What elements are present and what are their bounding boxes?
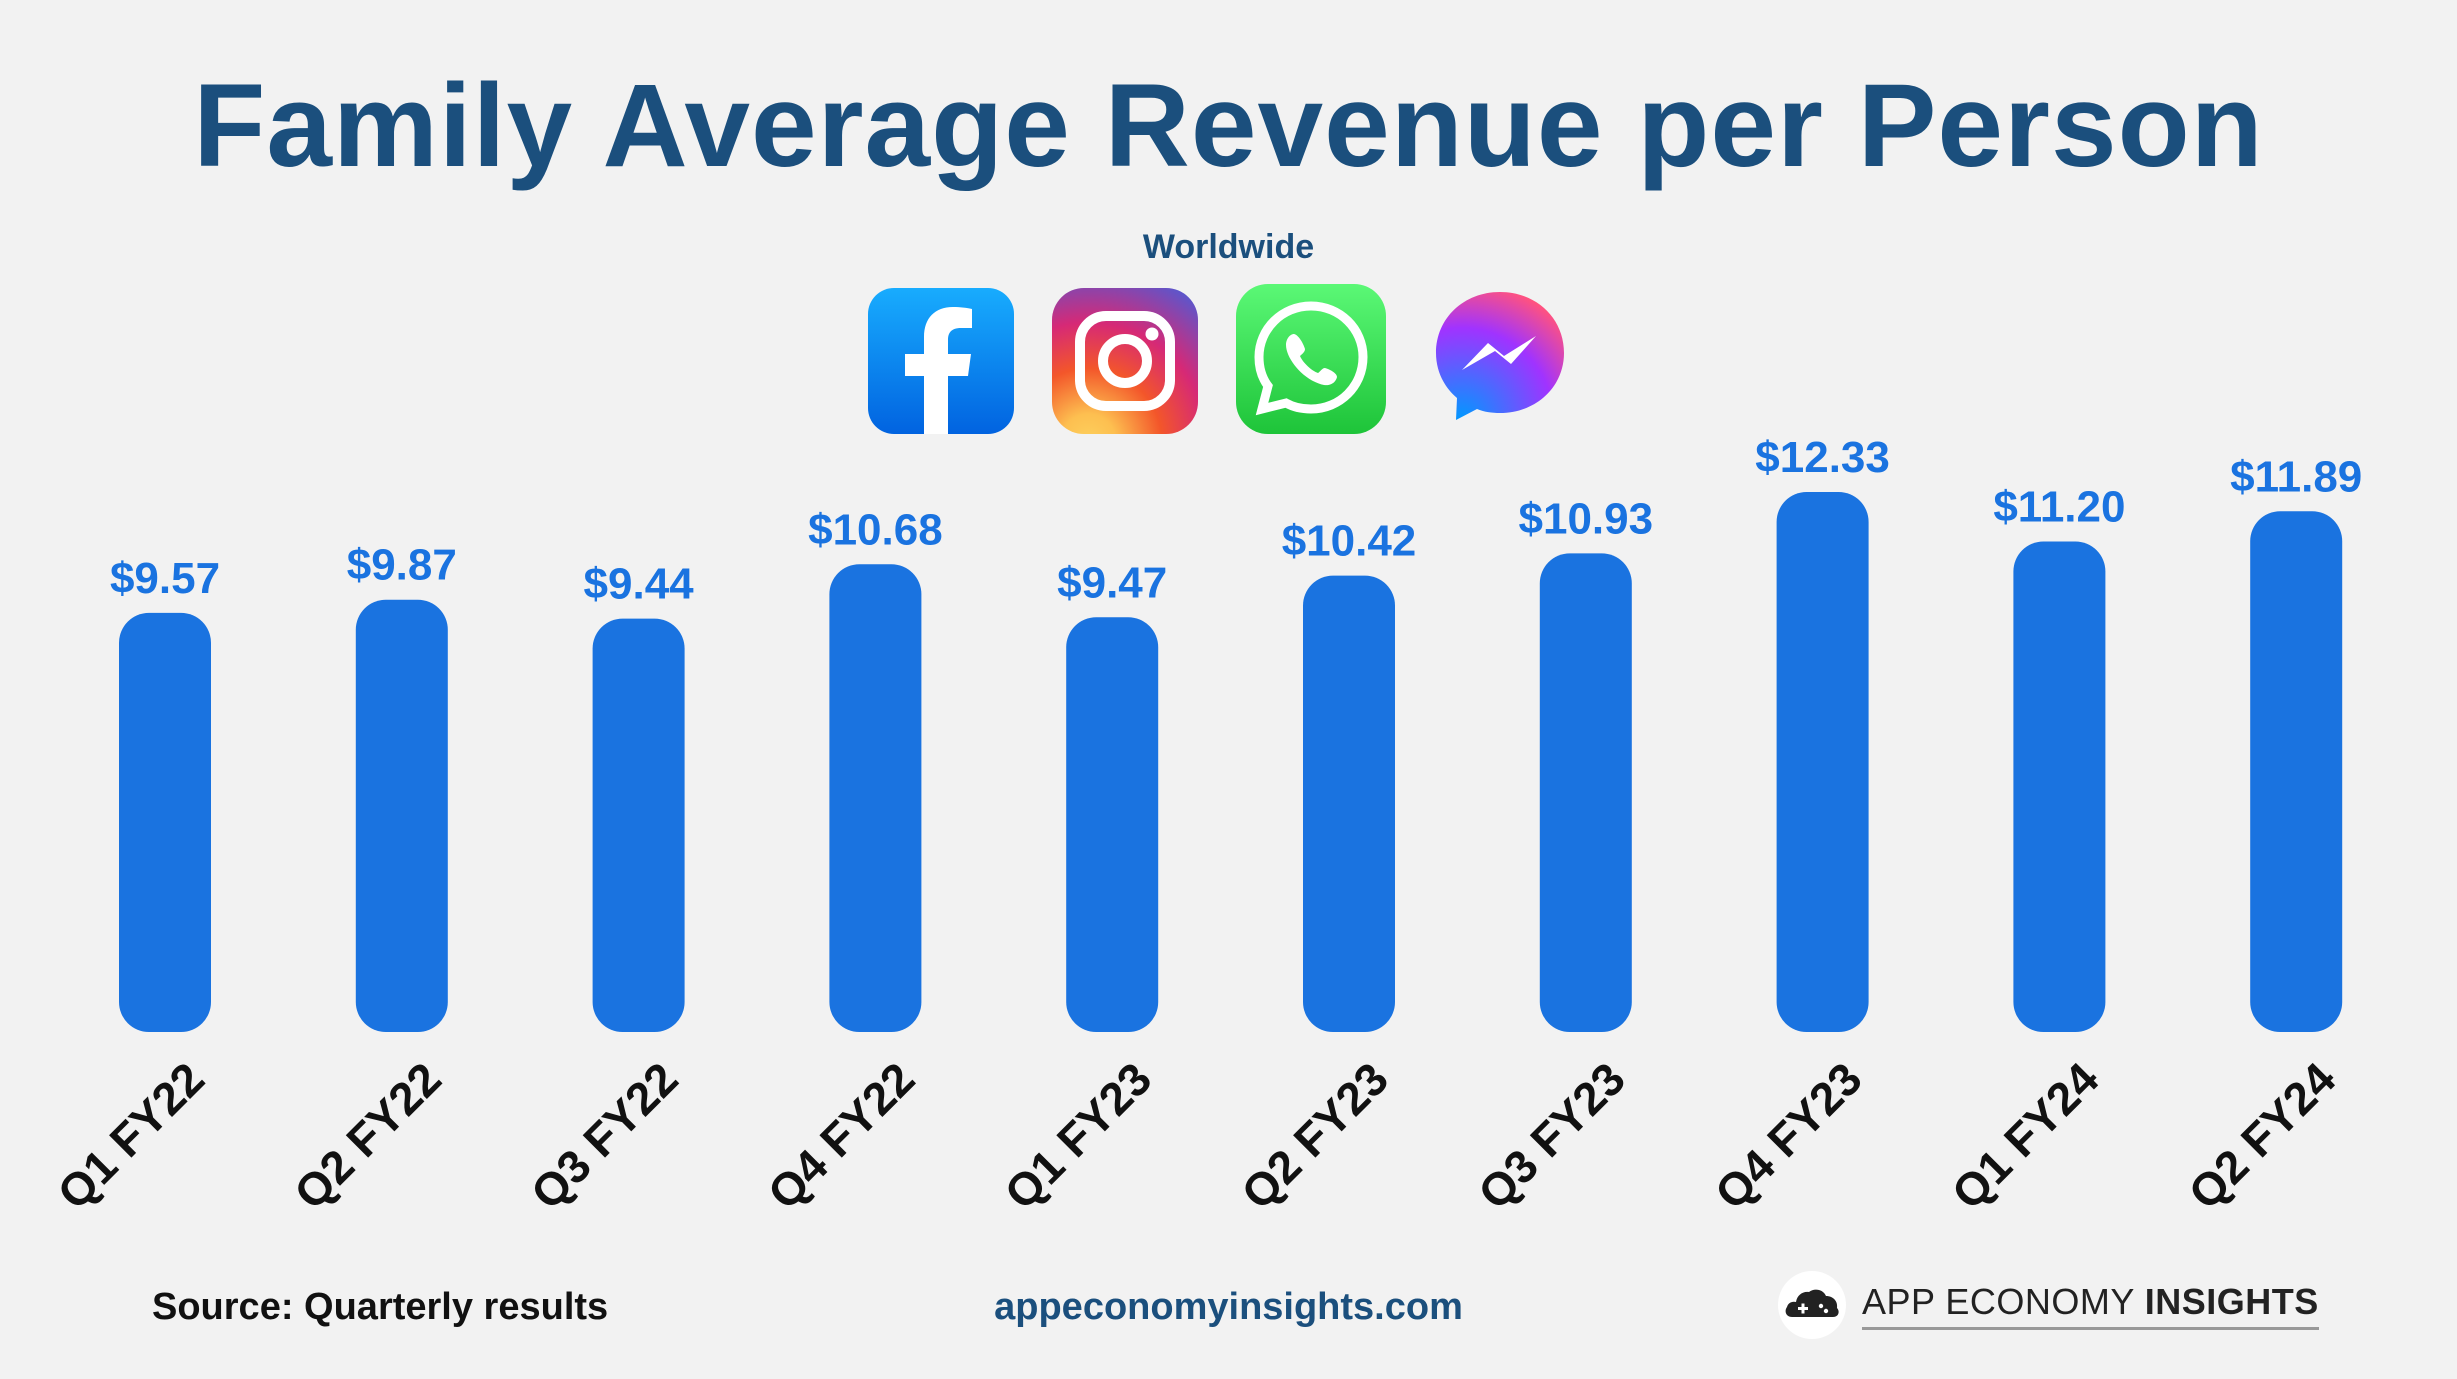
brand-logo-block: APP ECONOMY INSIGHTS [1776,1270,2319,1340]
value-label: $11.89 [2230,452,2362,501]
category-label: Q2 FY23 [1231,1052,1398,1219]
bar-q2-fy24 [2250,511,2343,1032]
messenger-icon [1436,292,1564,420]
chart-title: Family Average Revenue per Person [193,60,2264,192]
website-link: appeconomyinsights.com [994,1286,1463,1328]
instagram-icon [1052,288,1198,434]
bar-chart: $9.57 $9.87 $9.44 $10.68 $9.47 $10.42 $10.93 $1… [47,433,2362,1219]
category-label: Q1 FY22 [47,1052,214,1219]
cloud-controller-icon [1778,1271,1846,1339]
category-label: Q1 FY24 [1942,1052,2109,1219]
bar-q1-fy24 [2013,541,2106,1032]
value-labels-group: $9.57 $9.87 $9.44 $10.68 $9.47 $10.42 $10.93 $1… [110,433,2362,609]
whatsapp-icon [1236,284,1386,434]
bar-q4-fy23 [1776,492,1869,1032]
chart-subtitle: Worldwide [1142,228,1315,266]
category-label: Q2 FY24 [2178,1052,2345,1219]
category-label: Q4 FY23 [1705,1052,1872,1219]
bar-q1-fy23 [1066,617,1159,1032]
category-labels-group: Q1 FY22 Q2 FY22 Q3 FY22 Q4 FY22 Q1 FY23 Q2 FY… [47,1052,2345,1219]
category-label: Q3 FY22 [521,1052,688,1219]
value-label: $10.68 [808,505,943,554]
bar-q1-fy22 [119,612,211,1032]
value-label: $12.33 [1755,433,1890,482]
bars-group [119,492,2343,1032]
brand-name: APP ECONOMY INSIGHTS [1862,1281,2319,1330]
value-label: $9.47 [1057,558,1167,607]
category-label: Q4 FY22 [758,1052,925,1219]
value-label: $11.20 [1993,482,2125,531]
bar-q3-fy23 [1539,553,1632,1032]
value-label: $9.57 [110,554,220,603]
category-label: Q1 FY23 [994,1052,1161,1219]
value-label: $9.44 [584,560,695,609]
value-label: $10.93 [1519,494,1654,543]
bar-q2-fy23 [1303,575,1395,1032]
facebook-icon [868,288,1014,434]
value-label: $10.42 [1282,517,1417,566]
bar-q3-fy22 [592,618,685,1032]
bar-q2-fy22 [355,599,448,1032]
category-label: Q3 FY23 [1468,1052,1635,1219]
source-note: Source: Quarterly results [152,1286,609,1328]
value-label: $9.87 [347,541,457,590]
bar-q4-fy22 [829,564,922,1032]
category-label: Q2 FY22 [284,1052,451,1219]
